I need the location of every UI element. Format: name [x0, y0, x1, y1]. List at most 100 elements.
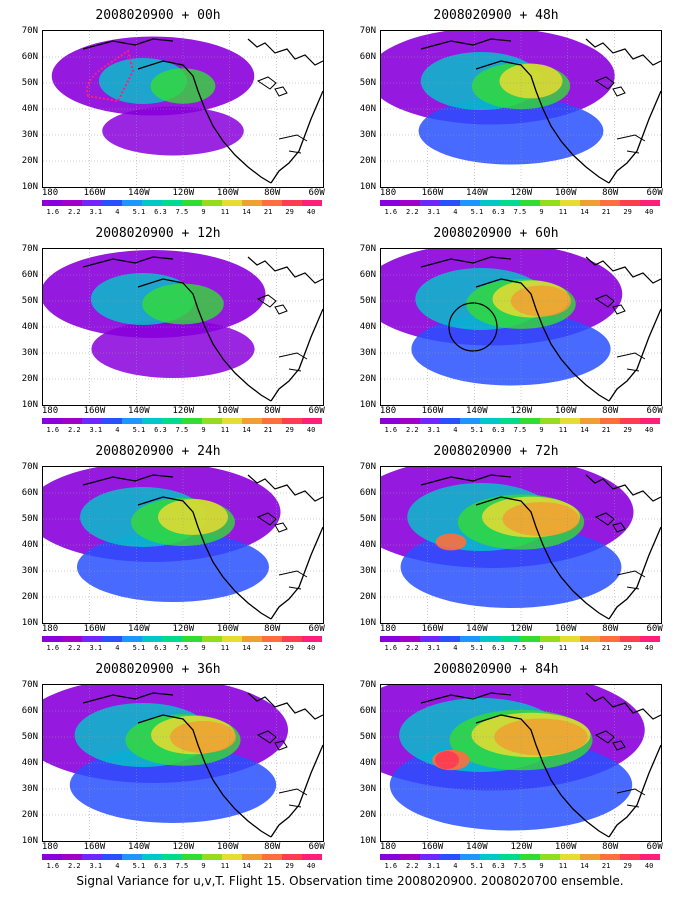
color-bar-swatch: [242, 636, 262, 642]
color-bar-labels: 1.6 2.2 3.1 4 5.1 6.3 7.5 9 11 14 21 29 40: [380, 426, 660, 434]
lon-label: 80W: [264, 842, 281, 852]
color-bar-label: 5.1: [470, 644, 484, 652]
map-panel: 2008020900 + 72h 70N 60N 50N 40N 30N 20N 10N 18…: [346, 444, 663, 662]
map-panel: 2008020900 + 48h 70N 60N 50N 40N 30N 20N 10N 18…: [346, 8, 663, 226]
color-bar-swatch: [262, 418, 282, 424]
color-bar-swatch: [242, 418, 262, 424]
color-bar-swatch: [202, 854, 222, 860]
lon-label: 120W: [510, 624, 533, 634]
lat-label: 60N: [359, 488, 376, 498]
color-bar-swatch: [82, 200, 102, 206]
lat-label: 10N: [359, 400, 376, 410]
lat-label: 30N: [21, 348, 38, 358]
color-bar-swatch: [580, 418, 600, 424]
color-bar-label: 11: [558, 862, 568, 870]
color-bar-labels: 1.6 2.2 3.1 4 5.1 6.3 7.5 9 11 14 21 29 40: [380, 644, 660, 652]
color-bar-label: 3.1: [89, 862, 103, 870]
color-bar-swatch: [62, 418, 82, 424]
panel-title: 2008020900 + 12h: [95, 226, 221, 241]
lon-label: 60W: [646, 842, 663, 852]
lon-label: 140W: [128, 624, 150, 634]
panel-title: 2008020900 + 60h: [433, 226, 559, 241]
color-bar-label: 29: [285, 208, 294, 216]
color-bar-label: 2.2: [67, 862, 81, 870]
color-bar-label: 14: [580, 426, 589, 434]
lat-label: 50N: [21, 732, 38, 742]
lon-label: 80W: [602, 188, 619, 198]
lon-label: 80W: [602, 624, 619, 634]
lon-label: 60W: [646, 188, 663, 198]
lon-label: 180: [41, 406, 59, 416]
color-bar-swatch: [640, 854, 660, 860]
color-bar-swatch: [620, 636, 640, 642]
color-bar-label: 14: [242, 426, 251, 434]
color-bar-label: 5.1: [470, 208, 484, 216]
color-bar: [380, 200, 660, 206]
color-bar-swatch: [620, 854, 640, 860]
color-bar-label: 4: [453, 644, 458, 652]
lat-label: 50N: [21, 78, 38, 88]
lon-label: 120W: [510, 842, 533, 852]
color-bar: [380, 418, 660, 424]
color-bar-swatch: [42, 418, 62, 424]
color-bar-swatch: [182, 854, 202, 860]
lat-label: 60N: [21, 488, 38, 498]
lon-label: 100W: [216, 624, 239, 634]
color-bar-label: 9: [201, 426, 206, 434]
lat-label: 20N: [21, 810, 38, 820]
color-bar-label: 1.6: [384, 208, 398, 216]
color-bar-swatch: [440, 200, 460, 206]
color-bar-swatch: [380, 200, 400, 206]
color-bar: [42, 636, 322, 642]
map-plot: [42, 466, 324, 624]
color-bar: [42, 854, 322, 860]
color-bar-swatch: [302, 854, 322, 860]
color-bar-label: 40: [306, 208, 316, 216]
color-bar: [380, 636, 660, 642]
color-bar-labels: 1.6 2.2 3.1 4 5.1 6.3 7.5 9 11 14 21 29 40: [42, 208, 322, 216]
lon-label: 140W: [466, 188, 488, 198]
map-panel: 2008020900 + 60h 70N 60N 50N 40N 30N 20N 10N 18…: [346, 226, 663, 444]
lon-label: 180: [379, 406, 397, 416]
color-bar-swatch: [142, 636, 162, 642]
lon-label: 80W: [264, 624, 281, 634]
color-bar-label: 3.1: [427, 426, 441, 434]
color-bar-swatch: [222, 854, 242, 860]
lat-label: 50N: [359, 732, 376, 742]
color-bar-swatch: [262, 636, 282, 642]
color-bar-label: 29: [285, 426, 294, 434]
color-bar-label: 29: [623, 862, 632, 870]
lon-label: 120W: [172, 188, 195, 198]
color-bar-label: 21: [601, 208, 611, 216]
color-bar-swatch: [460, 418, 480, 424]
color-bar-swatch: [82, 418, 102, 424]
lat-label: 20N: [21, 592, 38, 602]
color-bar-label: 5.1: [132, 208, 146, 216]
color-bar-swatch: [480, 636, 500, 642]
color-bar-label: 3.1: [427, 208, 441, 216]
color-bar-swatch: [440, 418, 460, 424]
color-bar-swatch: [520, 200, 540, 206]
color-bar-label: 5.1: [132, 426, 146, 434]
color-bar: [42, 418, 322, 424]
color-bar-label: 1.6: [384, 644, 398, 652]
color-bar-label: 2.2: [67, 208, 81, 216]
color-bar-label: 14: [580, 644, 589, 652]
map-panel: 2008020900 + 36h 70N 60N 50N 40N 30N 20N 10N 18…: [8, 662, 325, 880]
color-bar-label: 4: [453, 426, 458, 434]
color-bar-swatch: [400, 854, 420, 860]
color-bar-swatch: [182, 418, 202, 424]
color-bar-label: 21: [263, 644, 273, 652]
color-bar-label: 9: [539, 208, 544, 216]
lat-label: 70N: [359, 680, 376, 690]
color-bar-label: 29: [623, 426, 632, 434]
lat-label: 70N: [359, 462, 376, 472]
color-bar-swatch: [242, 854, 262, 860]
color-bar-label: 29: [285, 644, 294, 652]
color-bar-labels: 1.6 2.2 3.1 4 5.1 6.3 7.5 9 11 14 21 29 40: [380, 862, 660, 870]
color-bar-label: 1.6: [46, 644, 60, 652]
color-bar-labels: 1.6 2.2 3.1 4 5.1 6.3 7.5 9 11 14 21 29 40: [42, 644, 322, 652]
lat-label: 30N: [21, 784, 38, 794]
color-bar-swatch: [62, 636, 82, 642]
color-bar-swatch: [42, 200, 62, 206]
